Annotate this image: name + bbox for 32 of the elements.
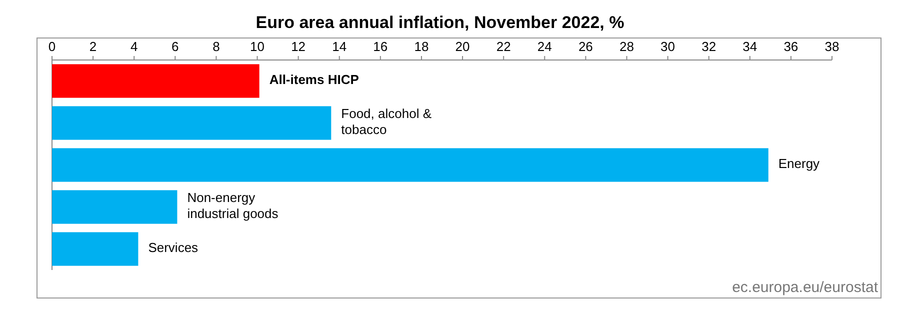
bar — [52, 106, 332, 140]
x-tick-label: 6 — [172, 39, 179, 54]
x-tick-label: 18 — [414, 39, 429, 54]
x-tick-label: 38 — [824, 39, 840, 54]
x-tick-label: 0 — [48, 39, 56, 54]
x-tick-label: 36 — [784, 39, 798, 54]
x-tick-label: 10 — [250, 39, 264, 54]
x-tick-label: 20 — [455, 39, 470, 54]
bar — [52, 148, 768, 182]
x-tick-label: 14 — [332, 39, 347, 54]
bar — [52, 64, 260, 98]
x-tick-label: 2 — [89, 39, 97, 54]
y-tick-label: Non-energy industrial goods — [187, 190, 279, 222]
x-tick-label: 22 — [496, 39, 511, 54]
bar — [52, 232, 138, 266]
chart-title: Euro area annual inflation, November 2022, % — [256, 13, 624, 32]
x-tick-label: 30 — [660, 39, 676, 54]
text: ec.europa.eu/eurostat — [732, 279, 879, 296]
x-tick-label: 8 — [212, 39, 220, 54]
y-tick-label: Services — [148, 240, 199, 256]
x-tick-label: 12 — [291, 39, 306, 54]
x-tick-label: 16 — [373, 39, 388, 54]
x-tick-label: 32 — [702, 39, 716, 54]
x-tick-label: 26 — [578, 39, 593, 54]
x-tick-label: 4 — [130, 39, 138, 54]
y-tick-label: Energy — [778, 156, 820, 172]
x-tick-label: 28 — [620, 39, 634, 54]
y-tick-label: All-items HICP — [269, 72, 360, 88]
x-tick-label: 34 — [742, 39, 758, 54]
y-tick-label: Food, alcohol & tobacco — [341, 106, 432, 138]
bar — [52, 190, 178, 224]
x-tick-label: 24 — [537, 39, 552, 54]
